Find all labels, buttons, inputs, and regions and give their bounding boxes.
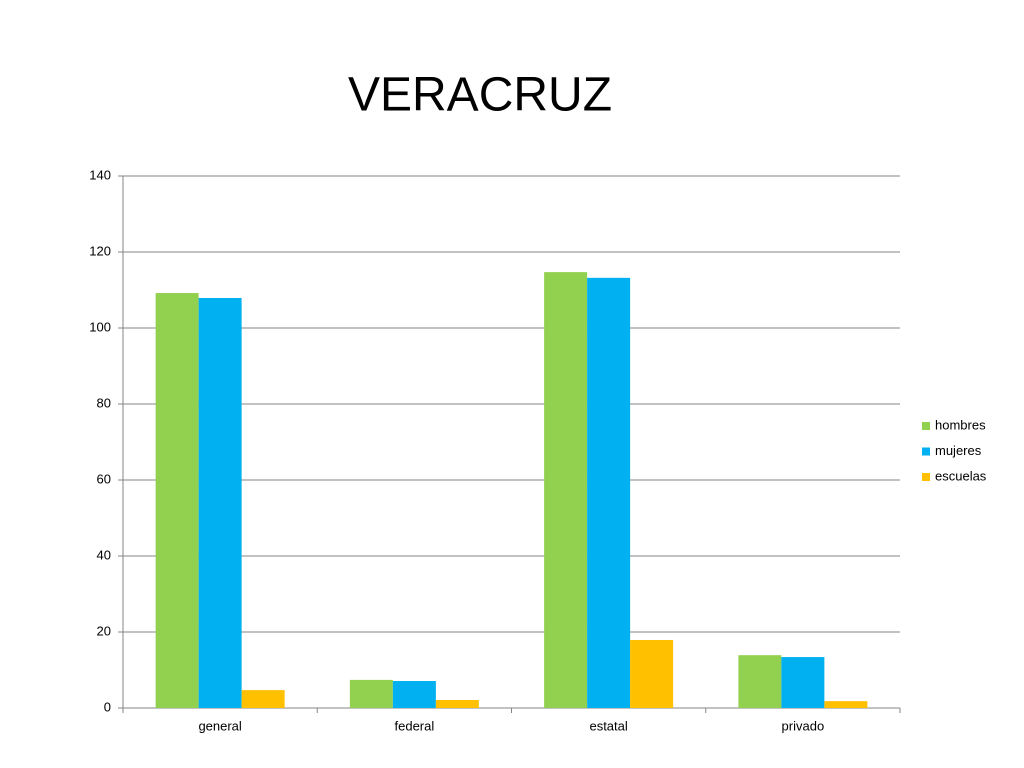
bar — [198, 297, 242, 708]
y-tick-label: 140 — [89, 167, 111, 182]
bar — [738, 655, 782, 708]
legend-label: hombres — [935, 417, 986, 432]
bar — [392, 681, 436, 708]
y-tick-label: 100 — [89, 319, 111, 334]
bar — [630, 639, 674, 708]
y-tick-label: 0 — [104, 699, 111, 714]
legend-swatch — [922, 473, 930, 481]
bar — [241, 690, 285, 708]
y-tick-label: 60 — [97, 471, 111, 486]
bar — [155, 293, 199, 708]
y-tick-label: 120 — [89, 243, 111, 258]
bar — [349, 679, 393, 708]
legend-label: escuelas — [935, 468, 987, 483]
y-tick-label: 40 — [97, 547, 111, 562]
y-tick-label: 80 — [97, 395, 111, 410]
bar — [435, 700, 479, 708]
bar — [781, 657, 825, 708]
x-tick-label: privado — [782, 718, 825, 733]
x-tick-label: general — [198, 718, 241, 733]
bar — [824, 701, 868, 708]
legend-swatch — [922, 447, 930, 456]
bar — [544, 272, 588, 708]
x-tick-label: estatal — [589, 718, 627, 733]
legend-swatch — [922, 422, 930, 430]
bar — [587, 277, 631, 708]
legend-label: mujeres — [935, 443, 982, 458]
chart-title: VERACRUZ — [348, 69, 612, 122]
y-tick-label: 20 — [97, 623, 111, 638]
x-tick-label: federal — [395, 718, 435, 733]
